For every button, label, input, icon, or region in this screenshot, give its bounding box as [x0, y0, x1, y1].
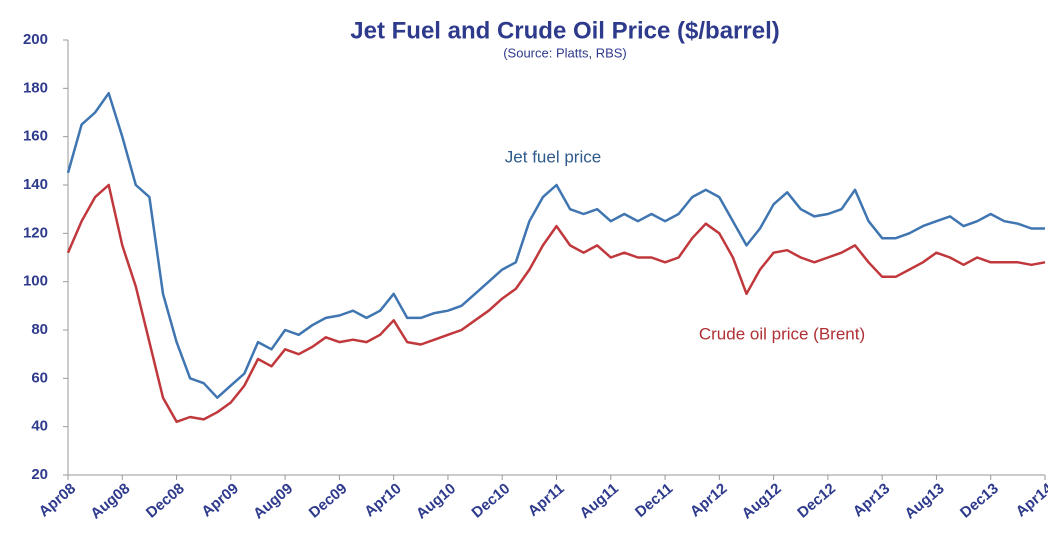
x-tick-label: Apr12 — [687, 480, 731, 520]
y-tick-label: 20 — [31, 466, 48, 483]
y-tick-label: 100 — [23, 273, 48, 290]
annotation: Jet fuel price — [505, 147, 601, 166]
chart-title: Jet Fuel and Crude Oil Price ($/barrel) — [350, 17, 779, 44]
x-tick-label: Aug10 — [413, 480, 459, 522]
x-tick-label: Apr11 — [525, 480, 568, 520]
chart-subtitle: (Source: Platts, RBS) — [503, 45, 627, 60]
x-tick-label: Dec13 — [957, 480, 1002, 521]
x-tick-label: Apr09 — [198, 480, 242, 520]
x-tick-label: Apr14 — [1013, 480, 1048, 521]
x-tick-label: Aug12 — [739, 480, 785, 522]
y-tick-label: 200 — [23, 31, 48, 48]
x-tick-label: Aug09 — [250, 480, 296, 522]
series-line — [66, 183, 1046, 424]
y-tick-label: 80 — [31, 321, 48, 338]
x-tick-label: Aug08 — [87, 480, 133, 522]
y-tick-label: 120 — [23, 224, 48, 241]
y-tick-label: 180 — [23, 79, 48, 96]
x-tick-label: Dec10 — [469, 480, 514, 521]
x-tick-label: Apr13 — [850, 480, 894, 520]
annotation: Crude oil price (Brent) — [699, 324, 865, 343]
x-tick-label: Aug11 — [576, 480, 621, 522]
x-tick-label: Apr08 — [36, 480, 80, 520]
y-tick-label: 160 — [23, 128, 48, 145]
x-tick-label: Dec08 — [143, 480, 188, 521]
x-tick-label: Aug13 — [902, 480, 948, 522]
y-tick-label: 60 — [31, 369, 48, 386]
y-tick-label: 40 — [31, 418, 48, 435]
series-line — [66, 91, 1045, 399]
x-tick-label: Dec12 — [794, 480, 839, 521]
x-tick-label: Dec09 — [306, 480, 351, 521]
x-tick-label: Dec11 — [632, 480, 676, 521]
x-tick-label: Apr10 — [361, 480, 405, 520]
y-tick-label: 140 — [23, 176, 48, 193]
